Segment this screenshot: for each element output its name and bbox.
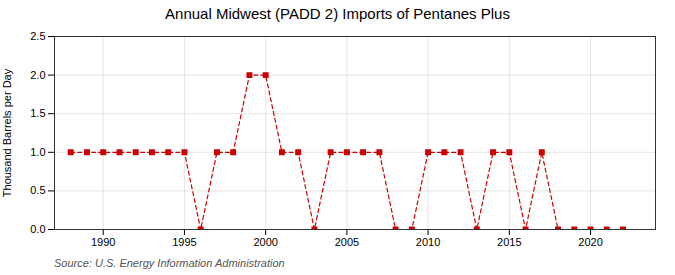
svg-text:2015: 2015 <box>497 236 521 248</box>
svg-text:1.0: 1.0 <box>30 146 45 158</box>
svg-text:2005: 2005 <box>335 236 359 248</box>
html-text:Annual Midwest (PADD 2) Import: Annual Midwest (PADD 2) Imports of Penta… <box>165 5 510 22</box>
svg-text:1990: 1990 <box>91 236 115 248</box>
svg-text:1.5: 1.5 <box>30 107 45 119</box>
svg-text:Thousand Barrels per Day: Thousand Barrels per Day <box>1 68 13 197</box>
svg-text:1995: 1995 <box>172 236 196 248</box>
svg-text:0.0: 0.0 <box>30 223 45 235</box>
svg-text:0.5: 0.5 <box>30 184 45 196</box>
svg-text:2020: 2020 <box>578 236 602 248</box>
svg-text:2000: 2000 <box>253 236 277 248</box>
svg-text:2.5: 2.5 <box>30 30 45 42</box>
html-text:Source: U.S. Energy Informatio: Source: U.S. Energy Information Administ… <box>54 257 285 269</box>
svg-text:2.0: 2.0 <box>30 69 45 81</box>
svg-text:2010: 2010 <box>416 236 440 248</box>
